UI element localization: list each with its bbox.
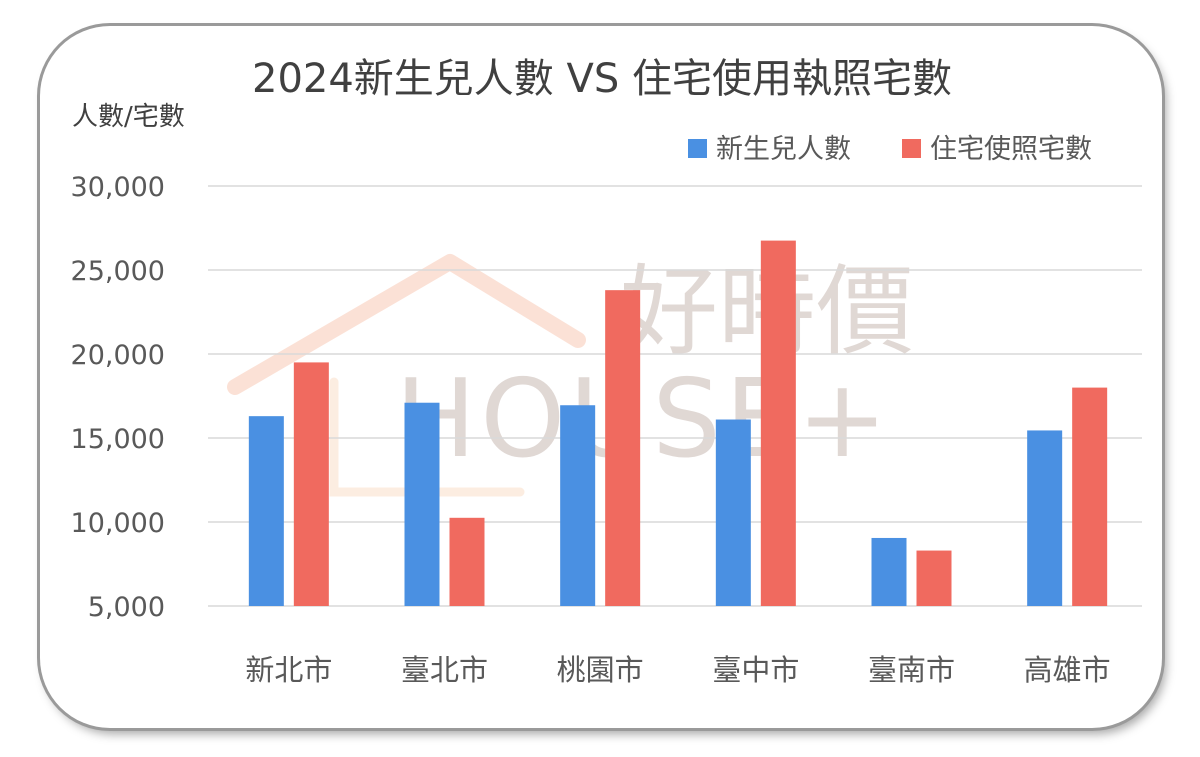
- y-tick-label: 30,000: [71, 172, 165, 203]
- y-tick-label: 25,000: [71, 256, 165, 287]
- legend-label-housing: 住宅使照宅數: [930, 134, 1092, 165]
- y-tick-label: 15,000: [71, 424, 165, 455]
- gridlines: [208, 185, 1142, 607]
- bar-housing-5: [1072, 387, 1108, 606]
- chart-frame: [40, 26, 1162, 728]
- legend: 新生兒人數 住宅使照宅數: [688, 134, 1092, 165]
- y-axis-ticks: 5,000 10,000 15,000 20,000 25,000 30,000: [71, 172, 165, 623]
- bar-housing-0: [293, 362, 329, 606]
- x-category-label: 高雄市: [1024, 653, 1111, 687]
- bars: [248, 240, 1108, 606]
- y-tick-label: 5,000: [88, 592, 165, 623]
- x-category-label: 桃園市: [557, 653, 644, 687]
- bar-births-1: [404, 402, 440, 606]
- x-category-label: 臺中市: [712, 653, 799, 687]
- y-tick-label: 20,000: [71, 340, 165, 371]
- bar-births-2: [560, 405, 596, 606]
- bar-housing-4: [916, 550, 952, 606]
- watermark-roof-icon: [227, 254, 586, 395]
- watermark-brand-en: HOUSE+: [395, 357, 892, 482]
- legend-label-births: 新生兒人數: [716, 134, 851, 165]
- legend-swatch-housing: [902, 139, 921, 158]
- bar-births-4: [871, 537, 907, 606]
- x-category-label: 臺南市: [868, 653, 955, 687]
- y-axis-label: 人數/宅數: [72, 102, 185, 132]
- legend-swatch-births: [688, 139, 707, 158]
- x-category-label: 臺北市: [401, 653, 488, 687]
- x-category-label: 新北市: [245, 653, 332, 687]
- bar-births-0: [248, 416, 284, 606]
- x-axis-categories: 新北市 臺北市 桃園市 臺中市 臺南市 高雄市: [245, 653, 1110, 687]
- bar-housing-2: [605, 290, 641, 606]
- bar-housing-3: [760, 240, 796, 606]
- watermark-house-wall-icon: [329, 377, 525, 497]
- bar-housing-1: [449, 517, 485, 606]
- bar-births-5: [1027, 430, 1063, 606]
- bar-births-3: [715, 419, 751, 606]
- y-tick-label: 10,000: [71, 508, 165, 539]
- chart-title: 2024新生兒人數 VS 住宅使用執照宅數: [252, 56, 952, 102]
